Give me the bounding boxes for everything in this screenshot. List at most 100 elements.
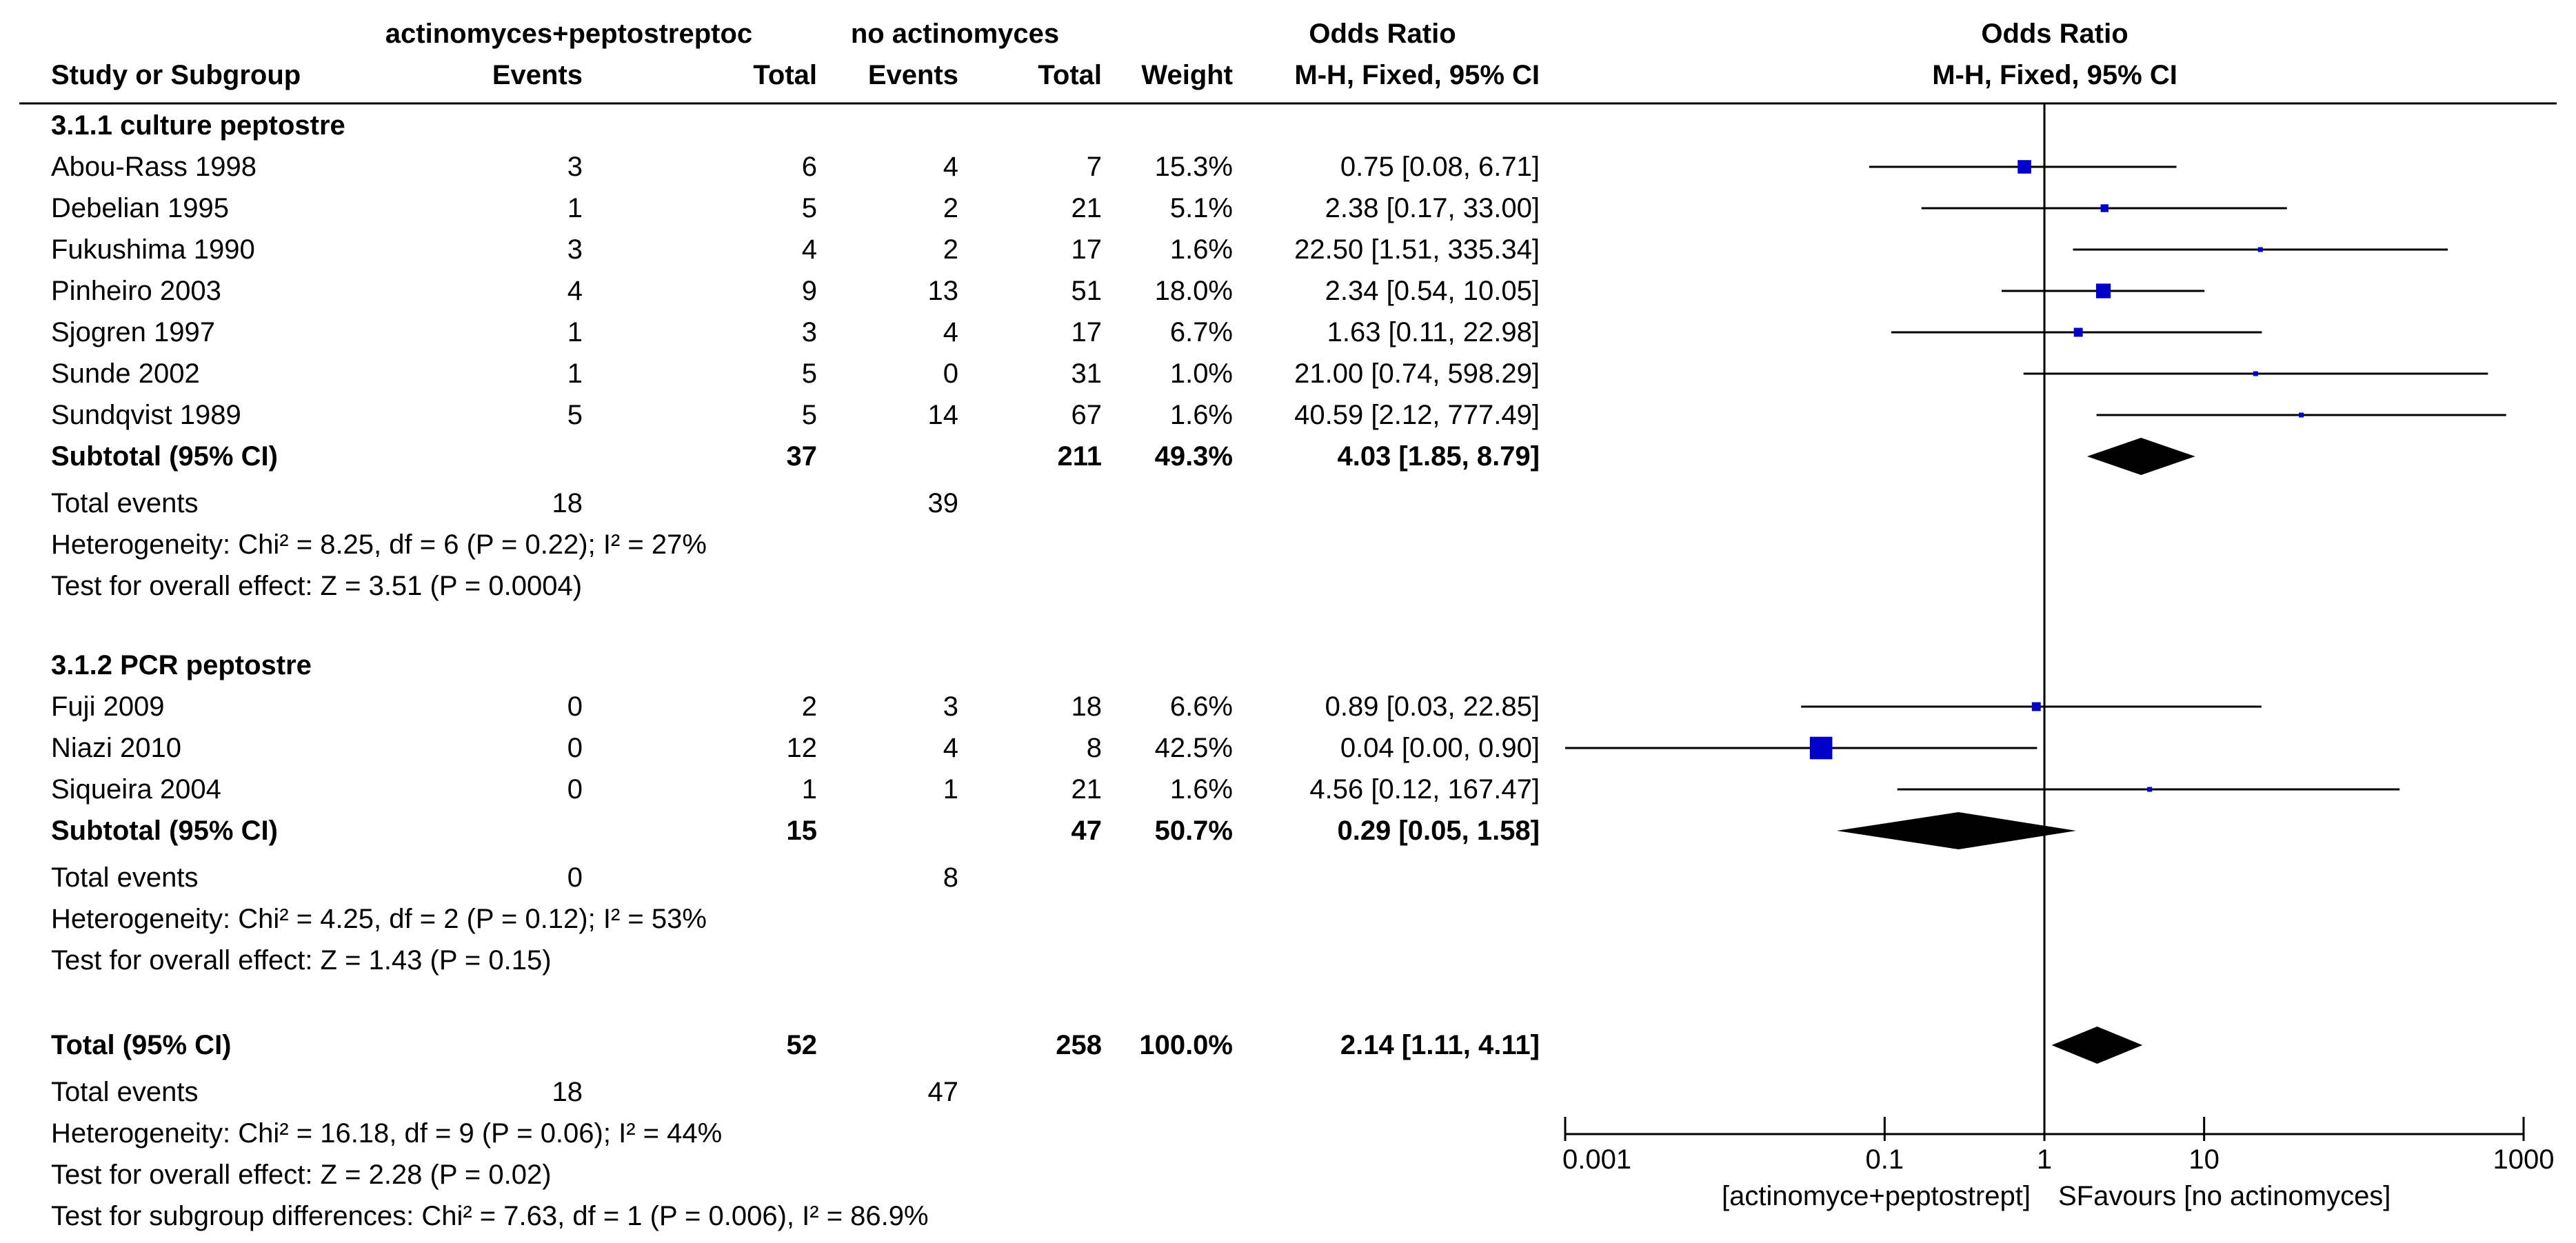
overall-events1: 18 bbox=[552, 1077, 583, 1107]
stat-line: Test for overall effect: Z = 1.43 (P = 0… bbox=[51, 945, 552, 976]
study-name: Debelian 1995 bbox=[51, 193, 229, 223]
study-ci-text: 0.04 [0.00, 0.90] bbox=[1340, 733, 1540, 763]
subtotal-total1: 37 bbox=[787, 441, 818, 472]
study-point-square bbox=[2299, 412, 2304, 418]
stat-line: Total events bbox=[51, 862, 198, 893]
study-ci-text: 40.59 [2.12, 777.49] bbox=[1294, 400, 1540, 430]
events1-value: 0 bbox=[567, 733, 583, 763]
study-point-square bbox=[2253, 371, 2258, 376]
subgroup-heading: 3.1.2 PCR peptostre bbox=[51, 650, 312, 680]
weight-column-header: Weight bbox=[1141, 60, 1233, 90]
study-name: Sjogren 1997 bbox=[51, 317, 215, 347]
study-ci-text: 2.34 [0.54, 10.05] bbox=[1325, 276, 1540, 306]
events2-value: 14 bbox=[928, 400, 959, 430]
group1-header: actinomyces+peptostreptoc bbox=[385, 19, 752, 49]
total-events2: 8 bbox=[943, 862, 958, 893]
events1-value: 5 bbox=[567, 400, 583, 430]
total2-value: 67 bbox=[1071, 400, 1103, 430]
study-ci-text: 0.89 [0.03, 22.85] bbox=[1325, 691, 1540, 722]
study-name: Abou-Rass 1998 bbox=[51, 152, 256, 182]
total-stat-line: Test for overall effect: Z = 2.28 (P = 0… bbox=[51, 1160, 552, 1190]
subtotal-total2: 47 bbox=[1071, 816, 1103, 846]
or-column-title: Odds Ratio bbox=[1309, 19, 1456, 49]
total1-value: 5 bbox=[802, 358, 817, 389]
total2-value: 17 bbox=[1071, 234, 1103, 265]
total-stat-line: Heterogeneity: Chi² = 16.18, df = 9 (P =… bbox=[51, 1118, 722, 1149]
total1-value: 5 bbox=[802, 193, 817, 223]
weight-value: 15.3% bbox=[1155, 152, 1233, 182]
total2-value: 18 bbox=[1071, 691, 1103, 722]
subtotal-diamond bbox=[1836, 812, 2077, 849]
plot-method-header: M-H, Fixed, 95% CI bbox=[1932, 60, 2177, 90]
study-ci-text: 22.50 [1.51, 335.34] bbox=[1294, 234, 1540, 265]
x-axis-tick-label: 10 bbox=[2188, 1144, 2220, 1175]
total1-value: 9 bbox=[802, 276, 817, 306]
subtotal-total1: 15 bbox=[787, 816, 818, 846]
total-weight: 100.0% bbox=[1139, 1030, 1233, 1060]
total-total2: 258 bbox=[1056, 1030, 1102, 1060]
study-name: Fuji 2009 bbox=[51, 691, 165, 722]
study-point-square bbox=[1809, 736, 1833, 760]
group2-header: no actinomyces bbox=[851, 19, 1059, 49]
weight-value: 1.6% bbox=[1170, 234, 1233, 265]
total-stat-line: Test for subgroup differences: Chi² = 7.… bbox=[51, 1201, 929, 1231]
study-name: Niazi 2010 bbox=[51, 733, 181, 763]
weight-value: 6.7% bbox=[1170, 317, 1233, 347]
stat-line: Total events bbox=[51, 488, 198, 518]
events2-value: 4 bbox=[943, 733, 958, 763]
subtotal-weight: 50.7% bbox=[1155, 816, 1233, 846]
total2-value: 51 bbox=[1071, 276, 1103, 306]
total2-value: 31 bbox=[1071, 358, 1103, 389]
study-point-square bbox=[2017, 160, 2031, 174]
total2-value: 8 bbox=[1087, 733, 1102, 763]
stat-line: Heterogeneity: Chi² = 8.25, df = 6 (P = … bbox=[51, 529, 707, 560]
subtotal-ci-text: 0.29 [0.05, 1.58] bbox=[1337, 816, 1540, 846]
stat-line: Test for overall effect: Z = 3.51 (P = 0… bbox=[51, 571, 582, 601]
total1-value: 4 bbox=[802, 234, 817, 265]
study-name: Siqueira 2004 bbox=[51, 774, 221, 805]
x-axis-tick-label: 1000 bbox=[2493, 1144, 2555, 1175]
events1-value: 4 bbox=[567, 276, 583, 306]
plot-title: Odds Ratio bbox=[1981, 19, 2128, 49]
weight-value: 6.6% bbox=[1170, 691, 1233, 722]
study-name: Sundqvist 1989 bbox=[51, 400, 241, 430]
study-column-header: Study or Subgroup bbox=[51, 60, 301, 90]
x-axis-tick-label: 1 bbox=[2037, 1144, 2052, 1175]
total1-value: 6 bbox=[802, 152, 817, 182]
events1-value: 1 bbox=[567, 358, 583, 389]
weight-value: 1.0% bbox=[1170, 358, 1233, 389]
total-events1: 18 bbox=[552, 488, 583, 518]
total-events1: 0 bbox=[567, 862, 583, 893]
subtotal-total2: 211 bbox=[1057, 441, 1102, 472]
events1-column-header: Events bbox=[492, 60, 583, 90]
weight-value: 5.1% bbox=[1170, 193, 1233, 223]
favours-left-label: [actinomyce+peptostrept] bbox=[1722, 1181, 2031, 1211]
x-axis-tick-label: 0.001 bbox=[1562, 1144, 1631, 1175]
subtotal-diamond bbox=[2086, 438, 2195, 475]
events1-value: 0 bbox=[567, 774, 583, 805]
weight-value: 1.6% bbox=[1170, 774, 1233, 805]
events2-value: 2 bbox=[943, 234, 958, 265]
study-ci-text: 1.63 [0.11, 22.98] bbox=[1327, 317, 1540, 347]
events2-value: 4 bbox=[943, 152, 958, 182]
total-ci-text: 2.14 [1.11, 4.11] bbox=[1340, 1030, 1540, 1060]
total1-value: 3 bbox=[802, 317, 817, 347]
stat-line: Heterogeneity: Chi² = 4.25, df = 2 (P = … bbox=[51, 904, 707, 934]
events2-value: 2 bbox=[943, 193, 958, 223]
total1-value: 12 bbox=[787, 733, 818, 763]
study-ci-text: 4.56 [0.12, 167.47] bbox=[1309, 774, 1540, 805]
total1-value: 2 bbox=[802, 691, 817, 722]
events2-column-header: Events bbox=[868, 60, 958, 90]
events1-value: 1 bbox=[567, 193, 583, 223]
subtotal-label: Subtotal (95% CI) bbox=[51, 441, 278, 472]
study-name: Fukushima 1990 bbox=[51, 234, 255, 265]
study-name: Sunde 2002 bbox=[51, 358, 200, 389]
overall-events2: 47 bbox=[928, 1077, 959, 1107]
total-stat-line: Total events bbox=[51, 1077, 198, 1107]
study-point-square bbox=[2031, 702, 2041, 711]
events2-value: 0 bbox=[943, 358, 958, 389]
total1-column-header: Total bbox=[753, 60, 817, 90]
events1-value: 0 bbox=[567, 691, 583, 722]
total2-value: 17 bbox=[1071, 317, 1103, 347]
